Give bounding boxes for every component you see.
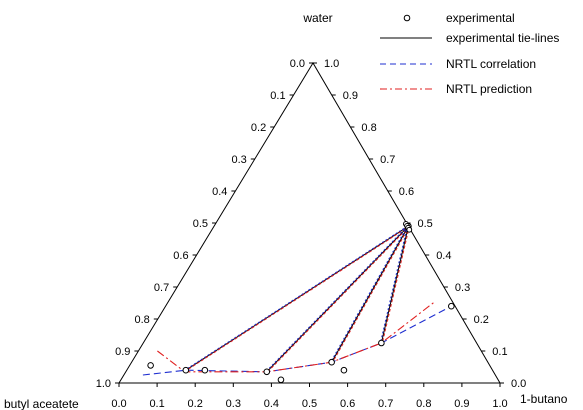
experimental-point bbox=[201, 366, 209, 374]
tie-line-end-point bbox=[263, 368, 271, 376]
tick-label-bottom: 0.9 bbox=[454, 398, 469, 410]
tie-line-end-point bbox=[378, 339, 385, 347]
tick-label-right: 0.9 bbox=[343, 90, 358, 102]
tie-line-end-point bbox=[182, 366, 190, 374]
tick-label-left: 0.8 bbox=[135, 314, 150, 326]
tick-label-left: 0.5 bbox=[193, 218, 208, 230]
tick-label-right: 0.5 bbox=[418, 218, 433, 230]
experimental-point bbox=[147, 362, 154, 369]
tick-label-bottom: 0.7 bbox=[378, 398, 393, 410]
nrtl-prediction-tie-line bbox=[381, 226, 410, 344]
chart-legend: experimental experimental tie-lines NRTL c… bbox=[380, 11, 559, 96]
legend-label-3: NRTL prediction bbox=[446, 82, 532, 96]
model-curves bbox=[142, 300, 452, 376]
nrtl-correlation-tie-line bbox=[265, 225, 408, 373]
tick-label-right: 0.4 bbox=[436, 250, 451, 262]
tick-label-left: 0.3 bbox=[232, 154, 247, 166]
tick-label-right: 0.2 bbox=[474, 314, 489, 326]
legend-marker-experimental bbox=[403, 14, 411, 22]
nrtl-correlation-tie-line bbox=[184, 225, 408, 371]
tick-label-left: 1.0 bbox=[96, 378, 111, 390]
tick-label-left: 0.0 bbox=[290, 58, 305, 70]
ternary-axes bbox=[118, 62, 501, 384]
experimental-tie-line bbox=[380, 226, 409, 344]
legend-label-2: NRTL correlation bbox=[446, 57, 536, 71]
experimental-point bbox=[448, 302, 455, 310]
tick-label-left: 0.9 bbox=[115, 346, 130, 358]
tick-label-right: 0.0 bbox=[511, 378, 526, 390]
tick-label-bottom: 0.3 bbox=[226, 398, 241, 410]
tick-label-bottom: 0.4 bbox=[264, 398, 279, 410]
experimental-points bbox=[147, 221, 455, 384]
experimental-point bbox=[277, 376, 285, 384]
tick-label-right: 0.8 bbox=[361, 122, 376, 134]
tick-label-bottom: 0.2 bbox=[188, 398, 203, 410]
experimental-point bbox=[340, 366, 348, 374]
tick-label-right: 0.1 bbox=[492, 346, 507, 358]
tick-label-right: 1.0 bbox=[324, 58, 339, 70]
nrtl-prediction-line bbox=[157, 300, 436, 373]
tick-label-right: 0.6 bbox=[399, 186, 414, 198]
tick-label-bottom: 0.8 bbox=[416, 398, 431, 410]
vertex-label-bottom-left: butyl aceatete bbox=[4, 397, 79, 410]
tick-label-left: 0.6 bbox=[173, 250, 188, 262]
tie-line-end-point bbox=[328, 358, 335, 366]
tick-label-bottom: 1.0 bbox=[492, 398, 507, 410]
tick-label-left: 0.7 bbox=[154, 282, 169, 294]
ternary-ticks: 0.0 0.0 0.0 0.1 0.1 0.1 0.2 0.2 0.2 0.3 0.3 0.3 0.4 0… bbox=[96, 58, 527, 410]
tie-lines bbox=[184, 225, 410, 373]
legend-label-0: experimental bbox=[446, 11, 515, 25]
tick-label-bottom: 0.0 bbox=[111, 398, 126, 410]
tick-label-left: 0.1 bbox=[270, 90, 285, 102]
vertex-label-top: water bbox=[302, 11, 332, 25]
tick-label-bottom: 0.6 bbox=[340, 398, 355, 410]
tick-label-bottom: 0.1 bbox=[149, 398, 164, 410]
tick-label-left: 0.4 bbox=[212, 186, 227, 198]
tick-label-left: 0.2 bbox=[251, 122, 266, 134]
tick-label-bottom: 0.5 bbox=[302, 398, 317, 410]
triangle-frame bbox=[118, 62, 501, 384]
experimental-tie-line bbox=[331, 225, 409, 363]
nrtl-prediction-tie-line bbox=[186, 225, 410, 371]
raffinate-point bbox=[406, 226, 413, 233]
nrtl-prediction-tie-line bbox=[267, 225, 410, 373]
legend-label-1: experimental tie-lines bbox=[446, 31, 559, 45]
experimental-tie-line bbox=[185, 225, 409, 371]
nrtl-prediction-tie-line bbox=[332, 225, 410, 363]
tick-label-right: 0.7 bbox=[380, 154, 395, 166]
experimental-tie-line bbox=[266, 225, 409, 373]
tick-label-right: 0.3 bbox=[455, 282, 470, 294]
vertex-label-bottom-right: 1-butano bbox=[520, 392, 568, 406]
